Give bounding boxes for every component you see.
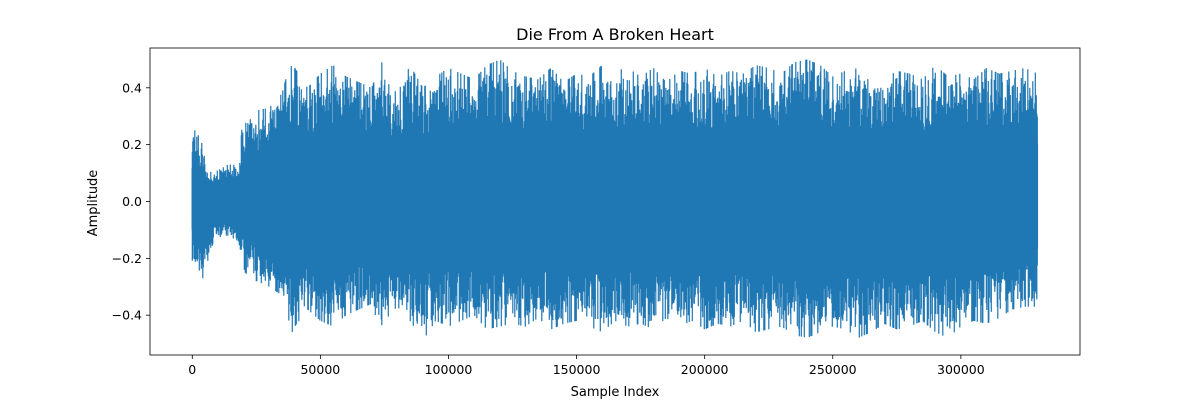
plot-area <box>191 59 1039 338</box>
y-tick-label: −0.2 <box>112 251 142 266</box>
y-tick-label: 0.4 <box>122 80 142 95</box>
y-axis-label: Amplitude <box>86 170 101 237</box>
x-tick-label: 100000 <box>425 362 473 377</box>
x-tick-label: 0 <box>188 362 196 377</box>
x-tick-label: 150000 <box>553 362 601 377</box>
chart-title: Die From A Broken Heart <box>516 25 714 44</box>
x-axis-label: Sample Index <box>571 385 660 400</box>
x-axis-ticks: 0 50000 100000 150000 200000 250000 300000 <box>188 355 985 377</box>
waveform-core-band <box>191 137 1039 264</box>
y-tick-label: 0.0 <box>122 194 142 209</box>
x-tick-label: 50000 <box>300 362 340 377</box>
x-tick-label: 200000 <box>681 362 729 377</box>
x-tick-label: 250000 <box>809 362 857 377</box>
y-tick-label: −0.4 <box>112 308 142 323</box>
y-tick-label: 0.2 <box>122 137 142 152</box>
axes-frame <box>149 47 1081 356</box>
y-axis-ticks: −0.4 −0.2 0.0 0.2 0.4 <box>112 80 150 323</box>
x-tick-label: 300000 <box>937 362 985 377</box>
